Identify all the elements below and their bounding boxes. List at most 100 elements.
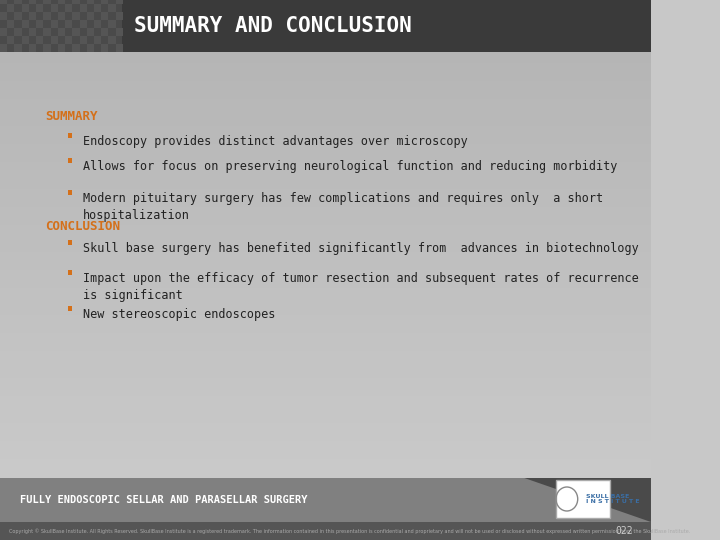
Bar [0,522,651,531]
Bar [0,81,651,90]
Bar [0,108,651,117]
Bar [0,252,651,261]
Bar [7,4,14,12]
Text: Skull base surgery has benefited significantly from  advances in biotechnology: Skull base surgery has benefited signifi… [84,242,639,255]
Text: Modern pituitary surgery has few complications and requires only  a short
hospit: Modern pituitary surgery has few complic… [84,192,603,222]
Bar [0,306,651,315]
Bar [0,234,651,243]
Bar [0,27,651,36]
Bar [0,153,651,162]
Bar [0,28,7,36]
Bar [80,4,87,12]
Bar [87,44,94,52]
Bar [0,189,651,198]
Bar [109,4,116,12]
Bar [0,351,651,360]
Bar [68,240,72,245]
Bar [109,36,116,44]
Bar [102,0,109,4]
Bar [0,144,651,153]
Bar [102,12,109,20]
Bar [58,0,65,4]
Bar [0,36,651,45]
Bar [0,171,651,180]
Text: Endoscopy provides distinct advantages over microscopy: Endoscopy provides distinct advantages o… [84,135,468,148]
Bar [0,63,651,72]
Bar [0,225,651,234]
Text: SUMMARY AND CONCLUSION: SUMMARY AND CONCLUSION [134,16,412,36]
Bar [0,396,651,405]
Bar [87,28,94,36]
Bar [0,378,651,387]
Bar [0,513,651,522]
Bar [50,20,58,28]
Bar [29,12,36,20]
Bar [0,270,651,279]
Text: 022: 022 [616,526,633,536]
Bar [0,504,651,513]
Bar [0,180,651,189]
Bar [109,20,116,28]
Bar [72,12,80,20]
Bar [14,28,22,36]
Bar [65,4,72,12]
Bar [43,12,50,20]
Text: CONCLUSION: CONCLUSION [45,220,120,233]
Bar [116,12,123,20]
Bar [0,261,651,270]
Bar [0,333,651,342]
Bar [50,4,58,12]
Bar [0,54,651,63]
Bar [0,468,651,477]
Bar [58,12,65,20]
Bar [0,477,651,486]
Bar [0,9,651,18]
Text: SUMMARY: SUMMARY [45,110,98,123]
Bar [0,297,651,306]
Bar [0,18,651,27]
Bar [65,36,72,44]
Bar [0,72,651,81]
Text: New stereoscopic endoscopes: New stereoscopic endoscopes [84,308,276,321]
Bar [22,36,29,44]
Bar [116,44,123,52]
Bar [0,12,7,20]
Bar [14,12,22,20]
Bar [0,360,651,369]
Bar [80,36,87,44]
Bar [0,342,651,351]
Bar [116,28,123,36]
Bar [0,243,651,252]
Bar [14,0,22,4]
Bar [22,4,29,12]
Bar [87,12,94,20]
Bar [94,36,102,44]
Bar [87,0,94,4]
Bar [36,36,43,44]
Bar [72,44,80,52]
Bar [7,36,14,44]
Bar [7,20,14,28]
Bar [0,0,7,4]
Bar [0,478,651,522]
Bar [43,28,50,36]
Bar [0,423,651,432]
Bar [0,522,651,540]
Bar [80,20,87,28]
Bar [50,36,58,44]
Bar [0,99,651,108]
Bar [0,0,122,52]
Bar [0,432,651,441]
Bar [72,28,80,36]
Bar [29,44,36,52]
Bar [0,0,651,9]
Bar [0,126,651,135]
Bar [0,279,651,288]
Bar [68,306,72,311]
Bar [14,44,22,52]
Bar [0,369,651,378]
Polygon shape [524,478,651,522]
Bar [68,270,72,275]
Bar [0,135,651,144]
Bar [0,315,651,324]
